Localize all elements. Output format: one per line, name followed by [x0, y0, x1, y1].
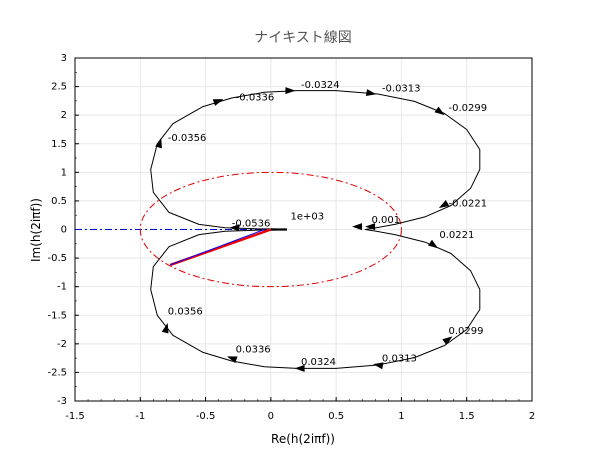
x-tick-label: 2	[529, 411, 535, 422]
arrow-marker	[352, 223, 363, 231]
x-tick-label: -0.5	[196, 411, 216, 422]
y-tick-label: -0.5	[47, 253, 67, 264]
arrow-marker	[161, 322, 169, 334]
frequency-label: -0.0299	[449, 103, 488, 114]
arrow-marker	[373, 362, 384, 370]
unit-circle	[139, 171, 402, 288]
x-tick-label: 1	[398, 411, 404, 422]
nyquist-curve-upper	[150, 90, 481, 230]
frequency-label: -0.0336	[236, 93, 275, 104]
frequency-label: 1e+03	[291, 212, 325, 223]
arrow-marker	[434, 106, 445, 116]
chart-title: ナイキスト線図	[254, 30, 352, 46]
frequency-label: 0.0313	[382, 353, 417, 364]
arrow-marker	[365, 223, 376, 231]
x-axis-label: Re(h(2iπf))	[271, 432, 335, 446]
x-tick-label: 0.5	[328, 411, 344, 422]
frequency-label: 0.0299	[449, 326, 484, 337]
y-tick-label: 2.5	[51, 82, 67, 93]
frequency-label: 0.0356	[168, 307, 203, 318]
frequency-label: -0.0324	[301, 80, 340, 91]
frequency-label: -0.0536	[232, 219, 271, 230]
arrow-marker	[294, 364, 305, 372]
frequency-label: 0.0336	[236, 344, 271, 355]
arrow-marker	[442, 336, 453, 345]
arrow-marker	[427, 239, 439, 249]
y-axis-label: Im(h(2iπf))	[29, 198, 43, 262]
frequency-label: 0.001	[371, 215, 400, 226]
x-tick-label: -1	[135, 411, 145, 422]
y-tick-label: -3	[57, 396, 67, 407]
vector-blue	[170, 229, 265, 266]
frequency-label: -0.0221	[449, 198, 488, 209]
arrow-marker	[155, 137, 162, 149]
x-tick-label: 0	[268, 411, 274, 422]
frequency-label: -0.0313	[382, 84, 421, 95]
y-tick-label: 0.5	[51, 196, 67, 207]
frequency-label: -0.0356	[168, 133, 207, 144]
y-tick-label: -2	[57, 339, 67, 350]
y-tick-label: 1.5	[51, 139, 67, 150]
frequency-label: 0.0324	[301, 357, 336, 368]
y-tick-label: 2	[61, 110, 67, 121]
y-tick-label: 0	[61, 225, 67, 236]
arrow-marker	[365, 89, 377, 97]
y-tick-label: 1	[61, 167, 67, 178]
arrow-marker	[212, 99, 224, 106]
x-tick-label: -1.5	[65, 411, 85, 422]
frequency-label: 0.0221	[439, 230, 474, 241]
y-tick-label: -1	[57, 282, 67, 293]
arrow-marker	[438, 199, 450, 208]
arrow-marker	[229, 224, 240, 232]
x-tick-label: 1.5	[459, 411, 475, 422]
y-tick-label: -1.5	[47, 310, 67, 321]
arrow-marker	[285, 87, 296, 95]
arrow-marker	[226, 356, 238, 364]
origin-loop	[270, 228, 288, 231]
y-tick-label: -2.5	[47, 367, 67, 378]
y-tick-label: 3	[61, 53, 67, 64]
nyquist-curve-lower	[150, 229, 481, 369]
